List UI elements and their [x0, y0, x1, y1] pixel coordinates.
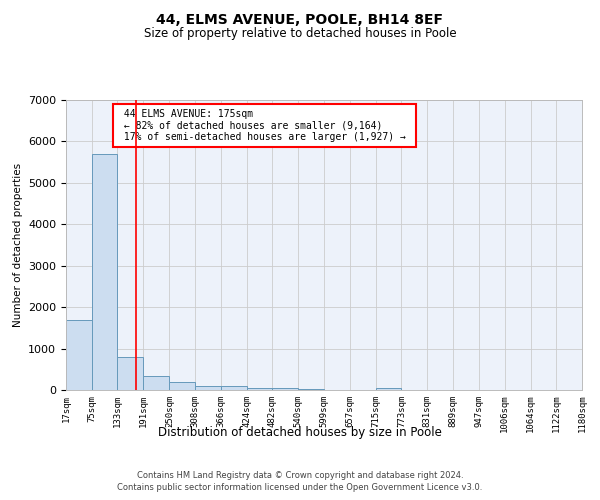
Bar	[66, 320, 92, 390]
Y-axis label: Number of detached properties: Number of detached properties	[13, 163, 23, 327]
Text: Size of property relative to detached houses in Poole: Size of property relative to detached ho…	[143, 28, 457, 40]
Bar	[169, 382, 195, 390]
Text: Contains HM Land Registry data © Crown copyright and database right 2024.: Contains HM Land Registry data © Crown c…	[137, 472, 463, 480]
Bar	[118, 357, 143, 390]
Bar	[247, 388, 272, 390]
Text: 44 ELMS AVENUE: 175sqm 
 ← 82% of detached houses are smaller (9,164) 
 17% of s: 44 ELMS AVENUE: 175sqm ← 82% of detached…	[118, 108, 412, 142]
Bar	[195, 386, 221, 390]
Bar	[143, 376, 169, 390]
Bar	[221, 386, 247, 390]
Bar	[92, 154, 118, 390]
Bar	[298, 389, 324, 390]
Text: Distribution of detached houses by size in Poole: Distribution of detached houses by size …	[158, 426, 442, 439]
Bar	[272, 388, 298, 390]
Text: 44, ELMS AVENUE, POOLE, BH14 8EF: 44, ELMS AVENUE, POOLE, BH14 8EF	[157, 12, 443, 26]
Text: Contains public sector information licensed under the Open Government Licence v3: Contains public sector information licen…	[118, 483, 482, 492]
Bar	[376, 388, 401, 390]
